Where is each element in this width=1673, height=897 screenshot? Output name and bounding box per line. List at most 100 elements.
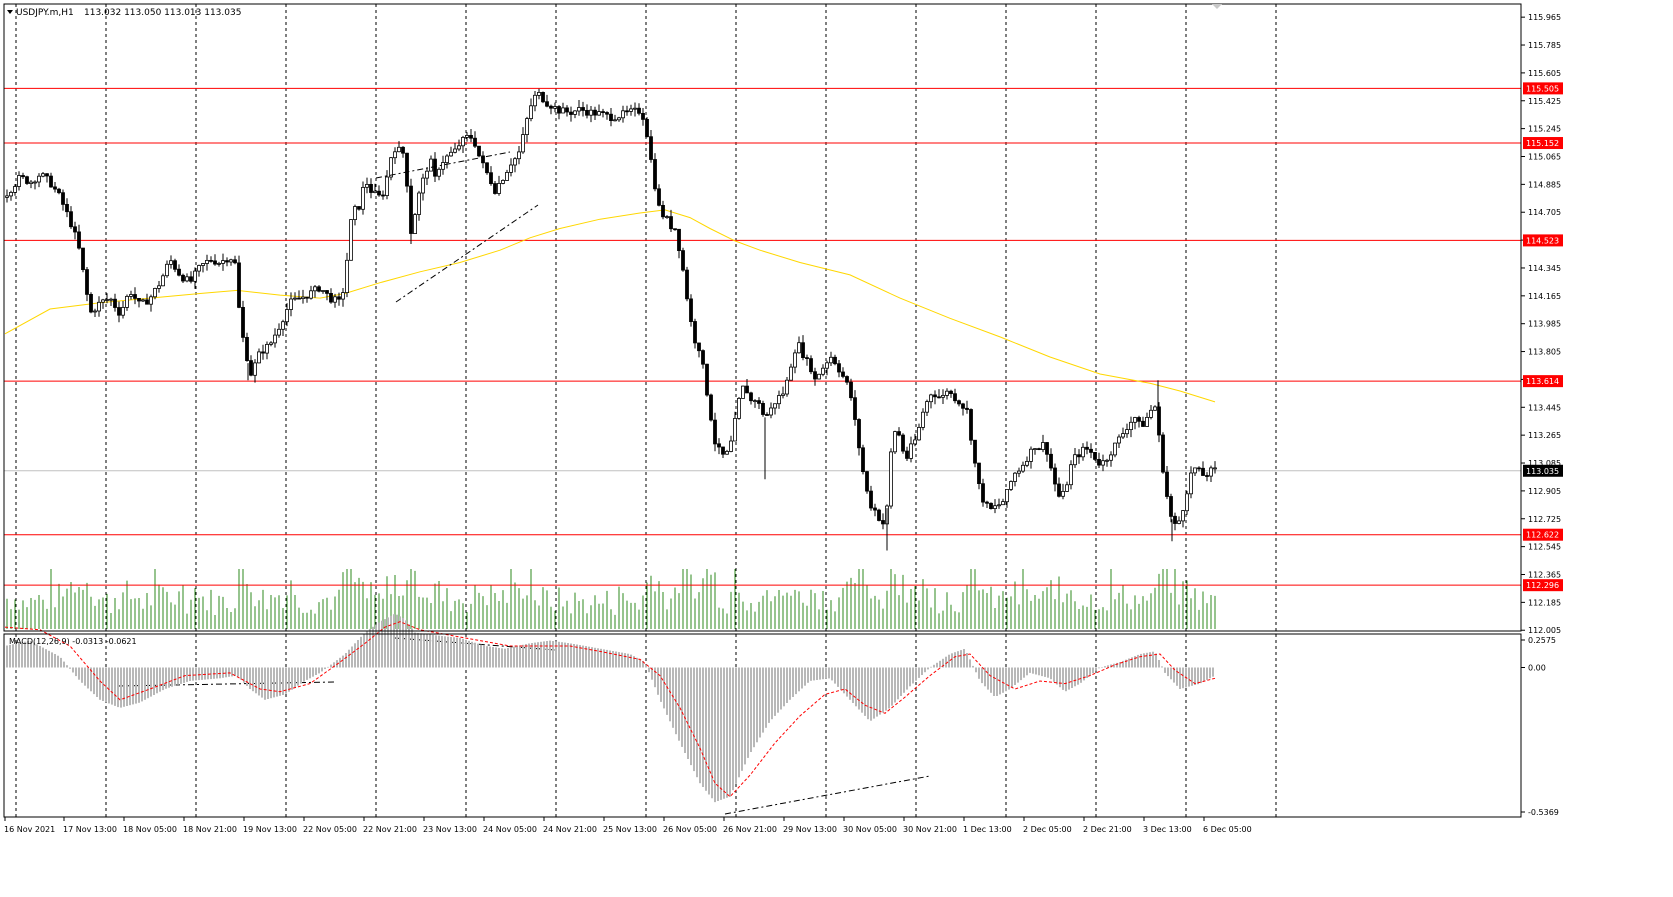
candle-body [769, 407, 773, 416]
current-price-badge [1523, 464, 1563, 477]
candle-body [233, 259, 237, 264]
time-tick-label: 29 Nov 13:00 [783, 825, 837, 834]
candle-body [409, 185, 413, 234]
candle-body [221, 260, 225, 264]
candle-body [173, 260, 177, 270]
candle-body [117, 307, 121, 316]
price-tick-label: 113.805 [1528, 348, 1561, 357]
level-price-label: 112.296 [1526, 581, 1559, 590]
candle-body [609, 113, 613, 121]
candle-body [569, 111, 573, 115]
candle-body [189, 276, 193, 282]
time-tick-label: 25 Nov 13:00 [603, 825, 657, 834]
candle-body [741, 385, 745, 399]
candle-body [129, 294, 133, 297]
candle-body [1093, 451, 1097, 460]
candle-body [1081, 446, 1085, 458]
candle-body [545, 101, 549, 107]
candle-body [1193, 467, 1197, 474]
candle-body [29, 181, 33, 185]
candle-body [557, 106, 561, 114]
candle-body [365, 183, 369, 188]
candle-body [345, 259, 349, 293]
candle-body [653, 159, 657, 190]
candle-body [453, 148, 457, 153]
candle-body [77, 231, 81, 249]
candle-body [693, 321, 697, 344]
candle-body [933, 394, 937, 398]
candle-body [965, 407, 969, 410]
price-tick-label: 115.245 [1528, 125, 1561, 134]
chart-canvas: 115.965 115.785 115.605 115.425 115.245 115.0… [0, 0, 1567, 841]
candle-body [821, 367, 825, 375]
candle-body [581, 107, 585, 111]
time-tick-label: 18 Nov 21:00 [183, 825, 237, 834]
candle-body [961, 403, 965, 409]
candle-body [985, 501, 989, 504]
candle-body [369, 183, 373, 193]
candle-body [625, 110, 629, 113]
time-tick-label: 17 Nov 13:00 [63, 825, 117, 834]
price-tick-label: 114.885 [1528, 180, 1561, 189]
candle-body [973, 439, 977, 464]
candle-body [165, 263, 169, 277]
price-tick-label: 114.165 [1528, 292, 1561, 301]
usdjpy-h1-chart[interactable]: 115.965 115.785 115.605 115.425 115.245 115.0… [0, 0, 1567, 841]
candle-body [381, 194, 385, 197]
macd-panel [4, 614, 1216, 803]
level-price-badge [1523, 579, 1563, 592]
candle-body [393, 151, 397, 159]
candle-body [529, 105, 533, 120]
time-tick-label: 18 Nov 05:00 [123, 825, 177, 834]
current-price-label: 113.035 [1526, 467, 1559, 476]
candle-body [1021, 464, 1025, 472]
candle-body [1209, 467, 1213, 477]
candle-body [297, 297, 301, 300]
time-tick-label: 16 Nov 2021 [4, 825, 55, 834]
candle-body [773, 403, 777, 409]
time-tick-label: 26 Nov 21:00 [723, 825, 777, 834]
candle-body [53, 186, 57, 190]
candle-body [461, 136, 465, 147]
trend-line [375, 151, 511, 179]
candle-body [437, 168, 441, 177]
chart-symbol: USDJPY.m,H1 [16, 8, 74, 18]
candle-body [257, 351, 261, 364]
chart-menu-triangle-icon[interactable] [7, 10, 13, 14]
macd-label: MACD(12,26,9) -0.0313 -0.0621 [9, 637, 137, 646]
candle-body [641, 113, 645, 120]
time-tick-label: 2 Dec 05:00 [1023, 825, 1072, 834]
candle-body [605, 112, 609, 115]
candle-body [969, 409, 973, 441]
candle-body [357, 206, 361, 210]
candle-body [97, 301, 101, 312]
time-tick-label: 2 Dec 21:00 [1083, 825, 1132, 834]
candle-body [1149, 409, 1153, 418]
main-panel-border [3, 3, 1522, 632]
chart-header: USDJPY.m,H1 113.032 113.050 113.013 113.… [7, 8, 241, 18]
candle-body [497, 182, 501, 194]
candle-body [913, 439, 917, 445]
candle-body [657, 188, 661, 206]
candle-body [1049, 453, 1053, 469]
candle-body [377, 190, 381, 196]
candle-body [893, 431, 897, 453]
candle-body [1037, 448, 1041, 451]
candle-body [89, 293, 93, 313]
candle-body [477, 145, 481, 157]
candle-body [505, 171, 509, 181]
candle-body [317, 286, 321, 292]
candle-body [41, 173, 45, 177]
candle-body [517, 151, 521, 160]
chart-background [0, 0, 1567, 841]
trend-line [395, 204, 539, 303]
candle-body [513, 158, 517, 166]
candle-body [33, 181, 37, 184]
candle-body [717, 443, 721, 448]
candle-body [1061, 490, 1065, 497]
candle-body [757, 400, 761, 404]
macd-tick-label: 0.00 [1528, 664, 1546, 673]
candle-body [253, 362, 257, 376]
candle-body [1153, 406, 1157, 411]
time-tick-label: 1 Dec 13:00 [963, 825, 1012, 834]
